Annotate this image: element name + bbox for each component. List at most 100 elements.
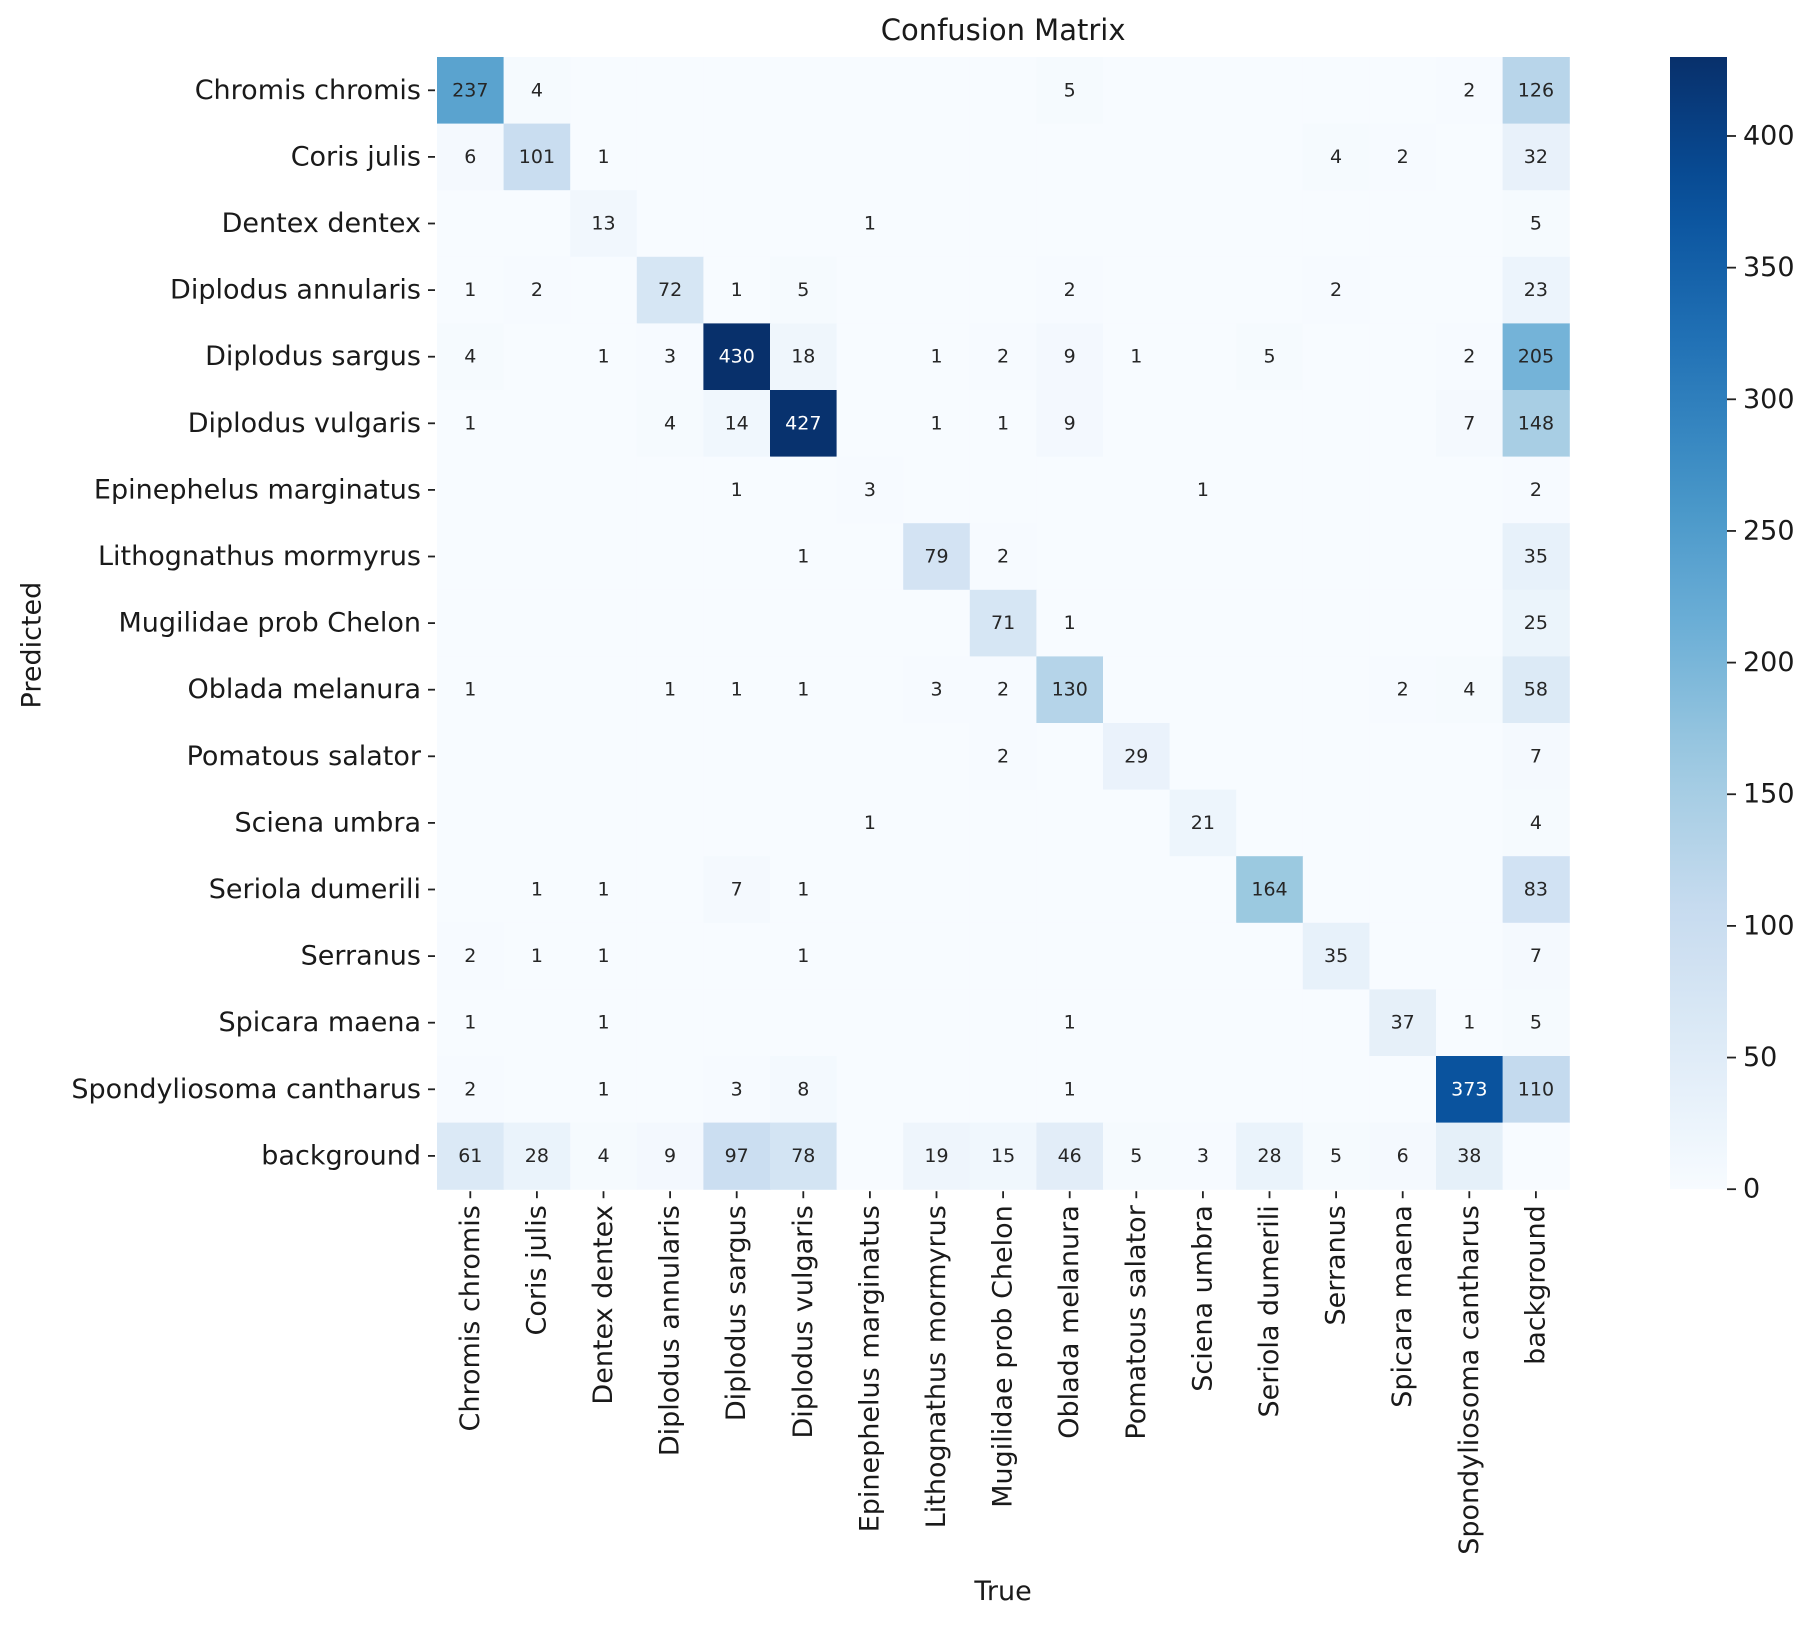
- heatmap-cell: [770, 989, 838, 1057]
- heatmap-cell: [1369, 856, 1437, 924]
- heatmap-cell: [1302, 656, 1370, 724]
- heatmap-cell: [903, 523, 971, 591]
- colorbar-tick-label: 300: [1743, 384, 1795, 415]
- heatmap-cell: [437, 456, 505, 524]
- heatmap-cell: [1036, 656, 1104, 724]
- y-tick-label: Mugilidae prob Chelon: [118, 608, 421, 639]
- x-axis-ticks: Chromis chromis Coris julis Dentex dentex D…: [455, 1191, 1551, 1555]
- heatmap-cell: [703, 123, 771, 191]
- heatmap-cell: [836, 856, 904, 924]
- heatmap-cell: [1036, 190, 1104, 258]
- heatmap-cell: [836, 789, 904, 857]
- heatmap-cell: [1036, 989, 1104, 1057]
- y-tick-label: Chromis chromis: [195, 75, 421, 106]
- heatmap-cell: [1436, 123, 1504, 191]
- heatmap-cell: [1036, 123, 1104, 191]
- heatmap-cell: [903, 656, 971, 724]
- y-tick-label: Pomatous salator: [187, 741, 422, 772]
- heatmap-cell: [1369, 190, 1437, 258]
- heatmap-cell: [770, 656, 838, 724]
- colorbar-ticks: 0 50 100 150 200 250 300 350 400: [1727, 120, 1795, 1205]
- cell-value-label: 1: [1064, 1012, 1076, 1034]
- heatmap-cell: [836, 57, 904, 125]
- cell-value-label: 1: [597, 346, 609, 368]
- cell-value-label: 78: [791, 1145, 815, 1167]
- cell-value-label: 72: [658, 279, 682, 301]
- heatmap-cell: [903, 256, 971, 324]
- cell-value-label: 1: [1130, 346, 1142, 368]
- cell-value-label: 38: [1457, 1145, 1481, 1167]
- heatmap-cell: [969, 323, 1037, 391]
- heatmap-cell: [1436, 57, 1504, 125]
- x-tick-label: Chromis chromis: [455, 1205, 486, 1431]
- heatmap-cell: [836, 989, 904, 1057]
- heatmap-cell: [437, 723, 505, 791]
- heatmap-cell: [1302, 190, 1370, 258]
- heatmap-cell: [1436, 190, 1504, 258]
- cell-value-label: 9: [664, 1145, 676, 1167]
- cell-value-label: 4: [1463, 679, 1475, 701]
- heatmap-cell: [836, 1122, 904, 1190]
- cell-value-label: 1: [1463, 1012, 1475, 1034]
- heatmap-cell: [503, 256, 571, 324]
- cell-value-label: 2: [1463, 79, 1475, 101]
- heatmap-cell: [1436, 656, 1504, 724]
- x-tick-label: Mugilidae prob Chelon: [988, 1205, 1019, 1508]
- cell-value-label: 5: [1130, 1145, 1142, 1167]
- y-tick-label: Coris julis: [291, 141, 421, 172]
- heatmap-cell: [770, 456, 838, 524]
- heatmap-cell: [570, 922, 638, 990]
- cell-value-label: 1: [930, 346, 942, 368]
- cell-value-label: 1: [664, 679, 676, 701]
- y-tick-label: Lithognathus mormyrus: [98, 541, 421, 572]
- cell-value-label: 1: [597, 1078, 609, 1100]
- heatmap-cell: [969, 390, 1037, 458]
- heatmap-cell: [969, 789, 1037, 857]
- heatmap-cell: [503, 190, 571, 258]
- cell-value-label: 7: [1530, 945, 1542, 967]
- heatmap-cell: [703, 589, 771, 657]
- heatmap-cell: [1436, 922, 1504, 990]
- heatmap-cell: [570, 57, 638, 125]
- heatmap-cell: [1169, 922, 1237, 990]
- heatmap-cell: [503, 57, 571, 125]
- y-axis-label: Predicted: [17, 582, 48, 709]
- cell-value-label: 1: [797, 679, 809, 701]
- heatmap-cell: [969, 1056, 1037, 1124]
- heatmap-cell: [770, 922, 838, 990]
- heatmap-cell: [1036, 1122, 1104, 1190]
- x-tick-label: Epinephelus marginatus: [854, 1205, 885, 1532]
- cell-value-label: 83: [1524, 879, 1548, 901]
- cell-value-label: 1: [464, 679, 476, 701]
- heatmap-cell: [1236, 523, 1304, 591]
- x-tick-label: Sciena umbra: [1187, 1205, 1218, 1392]
- heatmap-cell: [1036, 789, 1104, 857]
- cell-value-label: 3: [864, 479, 876, 501]
- heatmap-cell: [770, 856, 838, 924]
- heatmap-cell: [903, 589, 971, 657]
- cell-value-label: 1: [1064, 612, 1076, 634]
- heatmap-cell: [437, 57, 505, 125]
- heatmap-cell: [636, 323, 704, 391]
- heatmap-cell: [503, 1056, 571, 1124]
- heatmap-cell: [836, 1056, 904, 1124]
- heatmap-cell: [1502, 789, 1570, 857]
- heatmap-cell: [570, 1122, 638, 1190]
- heatmap-cell: [903, 323, 971, 391]
- heatmap-cell: [636, 523, 704, 591]
- colorbar-tick-label: 350: [1743, 252, 1795, 283]
- heatmap-cell: [570, 123, 638, 191]
- heatmap-cell: [1169, 190, 1237, 258]
- heatmap-cell: [1103, 1122, 1171, 1190]
- heatmap-cell: [1302, 856, 1370, 924]
- heatmap-cell: [1103, 190, 1171, 258]
- heatmap-cell: [503, 789, 571, 857]
- heatmap-cell: [969, 1122, 1037, 1190]
- heatmap-cell: [503, 523, 571, 591]
- heatmap-cell: [1236, 856, 1304, 924]
- cell-value-label: 373: [1451, 1078, 1487, 1100]
- heatmap-cell: [1236, 256, 1304, 324]
- cell-value-label: 3: [1197, 1145, 1209, 1167]
- cell-value-label: 3: [664, 346, 676, 368]
- heatmap-cell: [770, 523, 838, 591]
